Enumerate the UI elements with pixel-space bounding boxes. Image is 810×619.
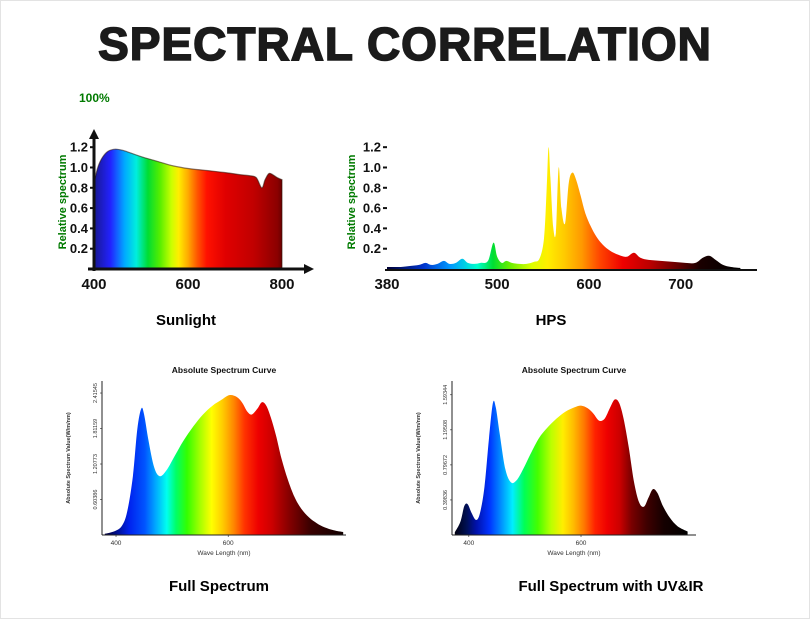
svg-text:500: 500 xyxy=(485,276,510,293)
full-spectrum-caption: Full Spectrum xyxy=(168,578,269,595)
svg-text:1.59344: 1.59344 xyxy=(443,385,449,405)
svg-text:1.2: 1.2 xyxy=(363,140,381,155)
svg-text:0.60386: 0.60386 xyxy=(93,490,99,510)
svg-text:0.8: 0.8 xyxy=(70,180,88,195)
svg-text:Absolute Spectrum Curve: Absolute Spectrum Curve xyxy=(522,365,627,375)
svg-text:1.19508: 1.19508 xyxy=(443,420,449,440)
percent-label: 100% xyxy=(79,91,110,105)
svg-text:Wave Length (nm): Wave Length (nm) xyxy=(547,550,600,557)
svg-text:0.8: 0.8 xyxy=(363,180,381,195)
svg-text:400: 400 xyxy=(463,540,474,547)
svg-text:600: 600 xyxy=(175,276,200,293)
svg-text:1.20773: 1.20773 xyxy=(93,454,99,474)
page-title: SPECTRAL CORRELATION xyxy=(97,17,712,71)
sunlight-caption: Sunlight xyxy=(156,312,216,329)
svg-text:0.39836: 0.39836 xyxy=(443,490,449,510)
svg-text:Relative spectrum: Relative spectrum xyxy=(346,154,358,249)
svg-text:1.2: 1.2 xyxy=(70,140,88,155)
sunlight-chart: 0.2 0.4 0.6 0.8 1.0 1.2 400 600 800 Relative spec… xyxy=(57,129,314,293)
svg-text:Absolute Spectrum Curve: Absolute Spectrum Curve xyxy=(172,365,277,375)
svg-text:Absolute Spectrum Value(W/m/nm: Absolute Spectrum Value(W/m/nm) xyxy=(416,412,422,504)
svg-text:0.6: 0.6 xyxy=(363,201,381,216)
svg-text:0.2: 0.2 xyxy=(363,241,381,256)
svg-text:600: 600 xyxy=(223,540,234,547)
svg-text:1.0: 1.0 xyxy=(363,160,381,175)
svg-text:700: 700 xyxy=(668,276,693,293)
svg-text:1.0: 1.0 xyxy=(70,160,88,175)
svg-text:Absolute Spectrum Value(W/m/nm: Absolute Spectrum Value(W/m/nm) xyxy=(66,412,72,504)
full-spectrum-uv-ir-caption: Full Spectrum with UV&IR xyxy=(518,578,704,595)
svg-text:Relative spectrum: Relative spectrum xyxy=(57,154,69,249)
svg-text:0.4: 0.4 xyxy=(363,221,382,236)
svg-text:0.79672: 0.79672 xyxy=(443,455,449,475)
svg-text:0.2: 0.2 xyxy=(70,241,88,256)
svg-text:380: 380 xyxy=(374,276,399,293)
svg-text:Wave Length (nm): Wave Length (nm) xyxy=(197,550,250,557)
full-spectrum-chart: 0.60386 1.20773 1.81159 2.41545 400 600 Absolu… xyxy=(66,365,346,557)
svg-text:600: 600 xyxy=(576,276,601,293)
svg-text:2.41545: 2.41545 xyxy=(93,383,99,403)
full-spectrum-uv-ir-chart: 0.39836 0.79672 1.19508 1.59344 400 600 Absolu… xyxy=(416,365,696,557)
hps-caption: HPS xyxy=(535,312,567,329)
svg-text:0.6: 0.6 xyxy=(70,201,88,216)
svg-text:400: 400 xyxy=(81,276,106,293)
svg-text:800: 800 xyxy=(269,276,294,293)
svg-text:600: 600 xyxy=(576,540,587,547)
hps-chart: 0.2 0.4 0.6 0.8 1.0 1.2 380 500 600 700 Relative s… xyxy=(346,140,757,293)
svg-text:400: 400 xyxy=(111,540,122,547)
svg-text:1.81159: 1.81159 xyxy=(93,419,99,438)
svg-text:0.4: 0.4 xyxy=(70,221,89,236)
